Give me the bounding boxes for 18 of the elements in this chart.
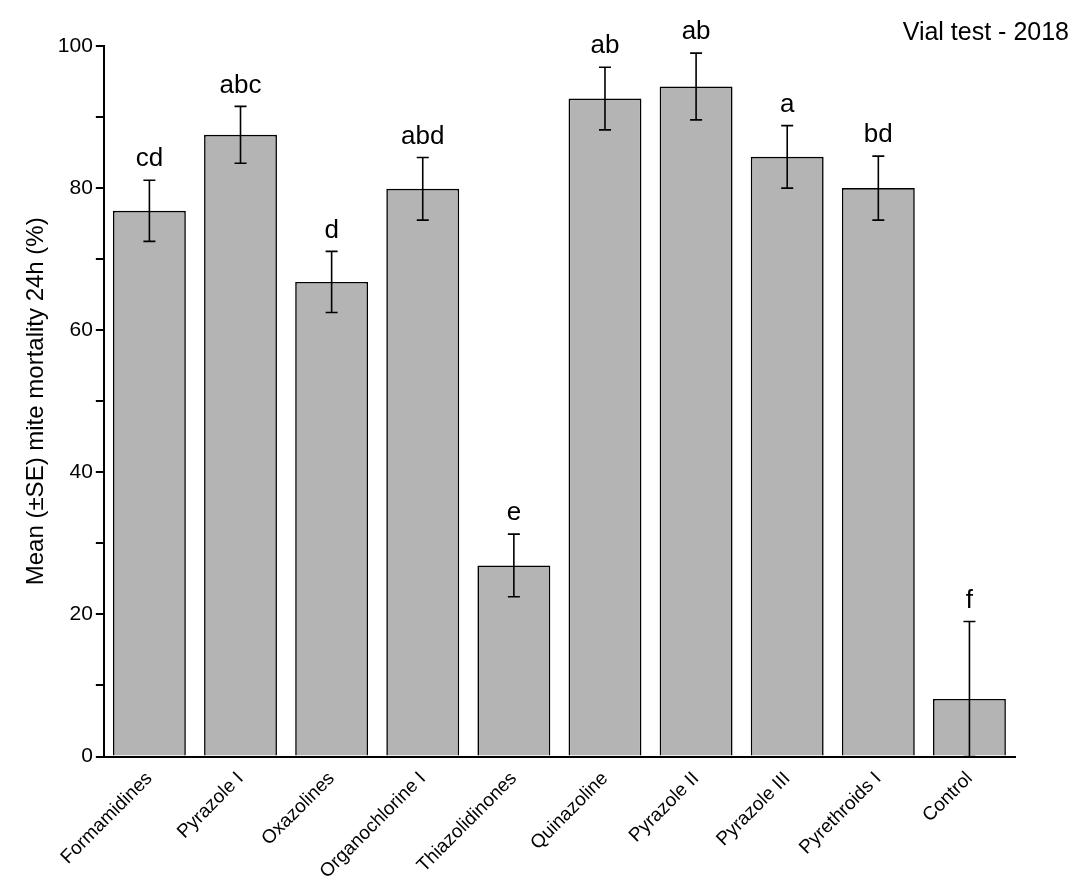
annotation: abc (219, 68, 262, 99)
annotation: e (506, 496, 522, 527)
annotation: f (965, 583, 974, 614)
chart-title: Vial test - 2018 (902, 17, 1069, 45)
annotation: a (779, 87, 795, 118)
annotation: abd (401, 119, 445, 150)
y-tick-label: 80 (69, 174, 93, 198)
annotation: cd (135, 142, 164, 173)
annotation: d (324, 213, 339, 244)
y-tick-label: 100 (57, 32, 93, 56)
annotation: bd (863, 118, 893, 149)
y-tick-label: 40 (69, 459, 93, 483)
y-tick-label: 60 (69, 317, 93, 341)
y-axis-title: Mean (±SE) mite mortality 24h (%) (21, 217, 49, 586)
y-tick-label: 20 (69, 601, 93, 625)
annotation: ab (681, 15, 711, 46)
annotation: ab (590, 29, 620, 60)
y-tick-label: 0 (81, 743, 93, 767)
